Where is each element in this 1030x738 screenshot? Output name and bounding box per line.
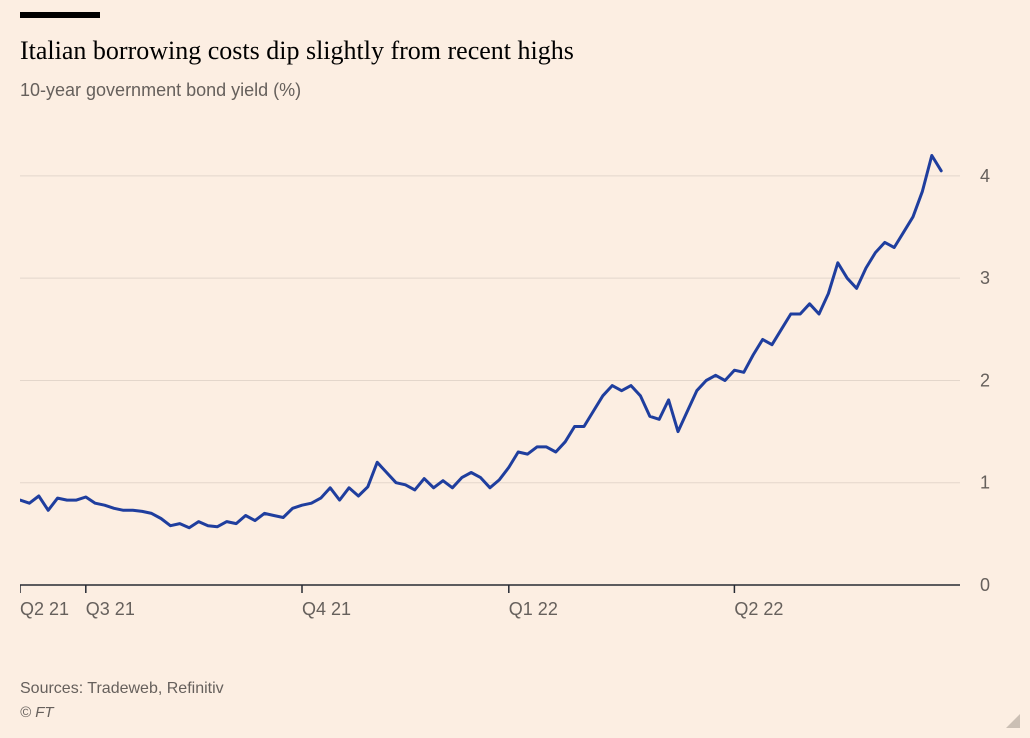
- chart-svg: Q2 21 Q3 21 Q4 21 Q1 22 Q2 22 0 1 2 3 4: [20, 130, 1010, 640]
- svg-text:Q4 21: Q4 21: [302, 599, 351, 619]
- svg-text:0: 0: [980, 575, 990, 595]
- top-accent-bar: [20, 12, 100, 18]
- chart-subtitle: 10-year government bond yield (%): [20, 80, 301, 101]
- svg-text:Q2 22: Q2 22: [734, 599, 783, 619]
- chart-sources: Sources: Tradeweb, Refinitiv: [20, 680, 224, 698]
- chart-container: Italian borrowing costs dip slightly fro…: [0, 0, 1030, 738]
- svg-text:Q3 21: Q3 21: [86, 599, 135, 619]
- corner-triangle-icon: [1006, 714, 1020, 728]
- plot-area: Q2 21Q3 21Q4 21Q1 22Q2 2201234: [20, 130, 980, 610]
- chart-title: Italian borrowing costs dip slightly fro…: [20, 36, 574, 66]
- svg-text:3: 3: [980, 268, 990, 288]
- svg-text:Q2 21: Q2 21: [20, 599, 69, 619]
- svg-text:4: 4: [980, 166, 990, 186]
- svg-text:1: 1: [980, 473, 990, 493]
- svg-text:Q1 22: Q1 22: [509, 599, 558, 619]
- chart-copyright: © FT: [20, 704, 54, 721]
- data-line: [20, 156, 941, 528]
- svg-text:2: 2: [980, 370, 990, 390]
